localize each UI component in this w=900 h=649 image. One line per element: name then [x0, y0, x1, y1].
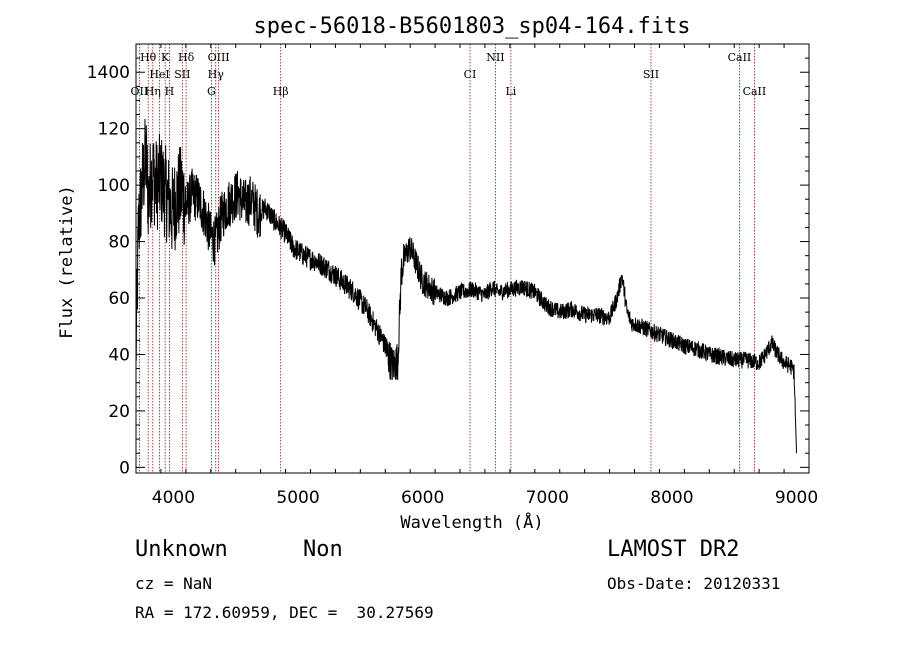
x-tick-label: 7000 [526, 488, 569, 508]
x-axis-label: Wavelength (Å) [400, 511, 543, 533]
y-tick-label: 60 [108, 289, 130, 309]
spectral-line-label: OIII [208, 51, 230, 64]
spectral-line-label: Hβ [273, 85, 289, 98]
x-tick-label: 4000 [152, 488, 195, 508]
survey-name: LAMOST DR2 [607, 537, 740, 562]
spectral-line-label: G [207, 85, 216, 98]
spectral-line-label: Hη [145, 85, 161, 98]
spectral-line-label: Li [505, 85, 516, 98]
spectral-line-label: SII [174, 68, 190, 81]
y-axis-label: Flux (relative) [57, 185, 77, 339]
x-tick-label: 9000 [775, 488, 818, 508]
x-tick-labels: 4000 5000 6000 7000 8000 9000 [152, 488, 818, 508]
spectral-line-label: K [161, 51, 170, 64]
spectral-line-label: NII [486, 51, 504, 64]
spectral-line-label: CaII [728, 51, 752, 64]
spectral-line-label: CI [464, 68, 477, 81]
spectrum-trace [135, 119, 798, 454]
ra-dec-coords: RA = 172.60959, DEC = 30.27569 [135, 603, 434, 622]
y-tick-label: 20 [108, 402, 130, 422]
spectral-line-label: Hγ [208, 68, 225, 81]
axis-ticks-layer [135, 44, 810, 473]
spectral-line-label: OII [131, 85, 149, 98]
spectral-line-label: Hδ [178, 51, 195, 64]
y-tick-label: 120 [98, 120, 130, 140]
y-tick-label: 100 [98, 176, 130, 196]
x-tick-label: 6000 [401, 488, 444, 508]
redshift-cz: cz = NaN [135, 574, 213, 593]
spectral-line-label: H [165, 85, 175, 98]
y-tick-label: 80 [108, 233, 130, 253]
spectral-line-label: SII [643, 68, 659, 81]
spectral-line-label: HeI [149, 68, 169, 81]
obs-date: Obs-Date: 20120331 [607, 574, 781, 593]
spectral-lines-layer [138, 44, 755, 473]
spectral-line-label: Hθ [140, 51, 157, 64]
spectral-line-label: CaII [743, 85, 767, 98]
x-tick-label: 5000 [276, 488, 319, 508]
x-tick-label: 8000 [650, 488, 693, 508]
y-tick-labels: 0 20 40 60 80 100 120 1400 [87, 63, 130, 478]
object-class: Unknown [135, 537, 228, 562]
chart-title: spec-56018-B5601803_sp04-164.fits [253, 14, 690, 39]
y-tick-label: 40 [108, 345, 130, 365]
spectrum-layer [135, 119, 798, 454]
plot-frame [135, 43, 810, 474]
y-tick-label: 1400 [87, 63, 130, 83]
object-subclass: Non [303, 537, 343, 562]
y-tick-label: 0 [119, 458, 130, 478]
